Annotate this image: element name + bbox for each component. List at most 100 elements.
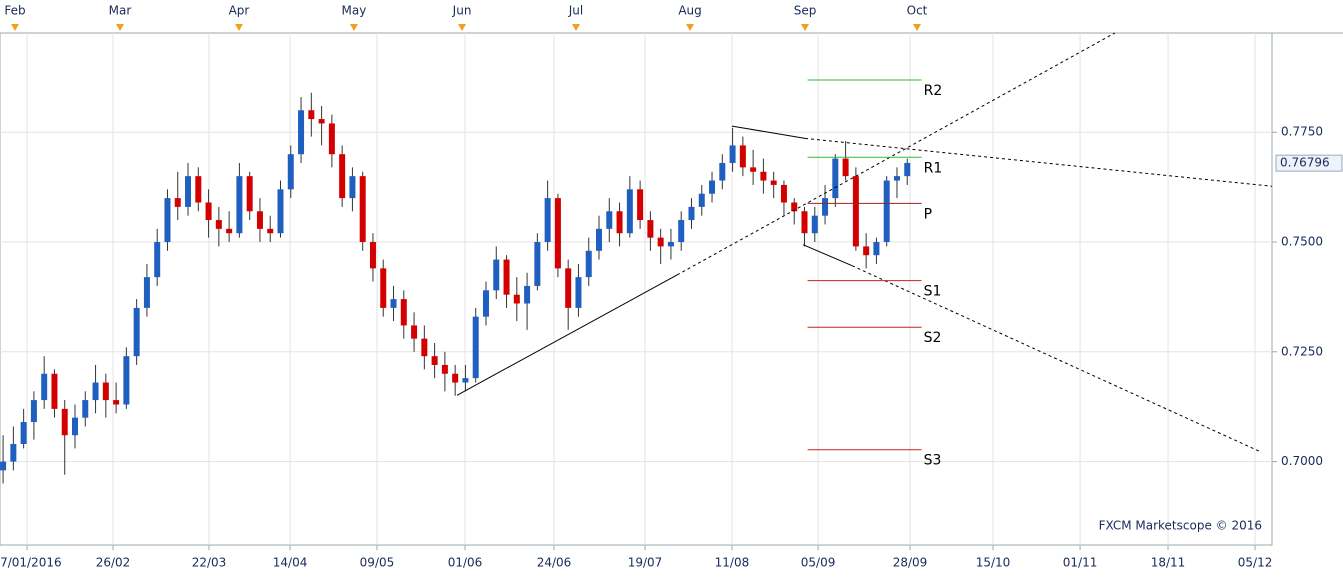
pivot-label: S3: [924, 453, 942, 469]
candle-body: [41, 373, 48, 401]
candle-body: [20, 422, 27, 445]
candle-body: [750, 167, 757, 172]
candle-body: [123, 356, 130, 405]
candle-body: [390, 299, 397, 308]
x-tick-label: 01/06: [448, 556, 483, 570]
candle-body: [411, 325, 418, 339]
candle-body: [51, 373, 58, 409]
candle-body: [339, 154, 346, 199]
candle-body: [92, 382, 99, 401]
candle-body: [380, 268, 387, 308]
candle-body: [267, 228, 274, 234]
candle-body: [359, 176, 366, 243]
month-label: Mar: [109, 4, 132, 18]
candle-body: [246, 176, 253, 212]
trend-line: [804, 137, 1273, 187]
month-marker: [349, 24, 358, 31]
x-tick-label: 22/03: [192, 556, 227, 570]
x-tick-label: 14/04: [273, 556, 308, 570]
candle-body: [678, 220, 685, 243]
candle-body: [72, 417, 79, 436]
candle-body: [328, 123, 335, 155]
candle-body: [596, 228, 603, 251]
candle-body: [205, 202, 212, 221]
candle-body: [647, 220, 654, 238]
watermark: FXCM Marketscope © 2016: [1099, 519, 1262, 533]
candle-body: [185, 176, 192, 207]
candle-body: [688, 206, 695, 221]
candle-body: [493, 259, 500, 291]
candle-body: [904, 162, 911, 177]
candle-body: [154, 242, 161, 278]
candle-body: [554, 198, 561, 269]
x-tick-label: 09/05: [360, 556, 395, 570]
candle-body: [822, 198, 829, 216]
month-marker: [686, 24, 695, 31]
candle-body: [565, 268, 572, 308]
last-price-box: [1275, 154, 1343, 172]
month-label: Apr: [229, 4, 250, 18]
month-marker: [458, 24, 467, 31]
candle-body: [698, 193, 705, 207]
candle-body: [143, 277, 150, 308]
candle-body: [760, 171, 767, 181]
candle-body: [534, 242, 541, 286]
y-tick-label: 0.7750: [1281, 125, 1323, 139]
candle-body: [102, 382, 109, 401]
candle-body: [174, 198, 181, 207]
candle-body: [164, 198, 171, 243]
candle-body: [780, 184, 787, 203]
candle-body: [82, 400, 89, 418]
candle-body: [308, 110, 315, 120]
candle-body: [513, 294, 520, 304]
month-label: Jun: [452, 4, 472, 18]
candle-body: [637, 189, 644, 221]
x-tick-label: 05/09: [801, 556, 836, 570]
candle-body: [616, 211, 623, 234]
x-tick-label: 27/01/2016: [0, 556, 62, 570]
last-price-label: 0.76796: [1280, 156, 1330, 170]
candle-body: [349, 176, 356, 199]
candle-body: [113, 400, 120, 405]
month-label: Sep: [794, 4, 817, 18]
candle-body: [133, 307, 140, 357]
month-marker: [116, 24, 125, 31]
candle-body: [842, 158, 849, 177]
pivot-label: R1: [924, 160, 943, 176]
month-label: Oct: [907, 4, 928, 18]
candle-body: [873, 242, 880, 256]
pivot-label: S2: [924, 330, 942, 346]
x-tick-label: 28/09: [893, 556, 928, 570]
candle-body: [472, 316, 479, 379]
month-label: Aug: [678, 4, 701, 18]
month-label: Feb: [4, 4, 25, 18]
candle-body: [482, 290, 489, 317]
x-tick-label: 01/11: [1063, 556, 1098, 570]
month-marker: [913, 24, 922, 31]
candle-body: [30, 400, 37, 423]
candle-body: [801, 211, 808, 234]
candle-body: [729, 145, 736, 163]
candle-body: [61, 408, 68, 436]
month-label: Jul: [568, 4, 583, 18]
x-tick-label: 15/10: [976, 556, 1011, 570]
candle-body: [883, 180, 890, 243]
candle-body: [503, 259, 510, 295]
candle-body: [452, 373, 459, 383]
x-tick-label: 18/11: [1151, 556, 1186, 570]
x-tick-label: 05/12: [1238, 556, 1273, 570]
x-tick-label: 26/02: [96, 556, 131, 570]
candle-body: [195, 176, 202, 203]
candle-body: [657, 237, 664, 247]
trend-line: [731, 125, 806, 139]
candle-body: [893, 176, 900, 181]
candle-body: [298, 110, 305, 155]
candle-body: [226, 228, 233, 234]
y-tick-label: 0.7500: [1281, 235, 1323, 249]
candle-body: [256, 211, 263, 229]
candle-body: [369, 242, 376, 269]
month-marker: [11, 24, 20, 31]
candle-body: [739, 145, 746, 168]
